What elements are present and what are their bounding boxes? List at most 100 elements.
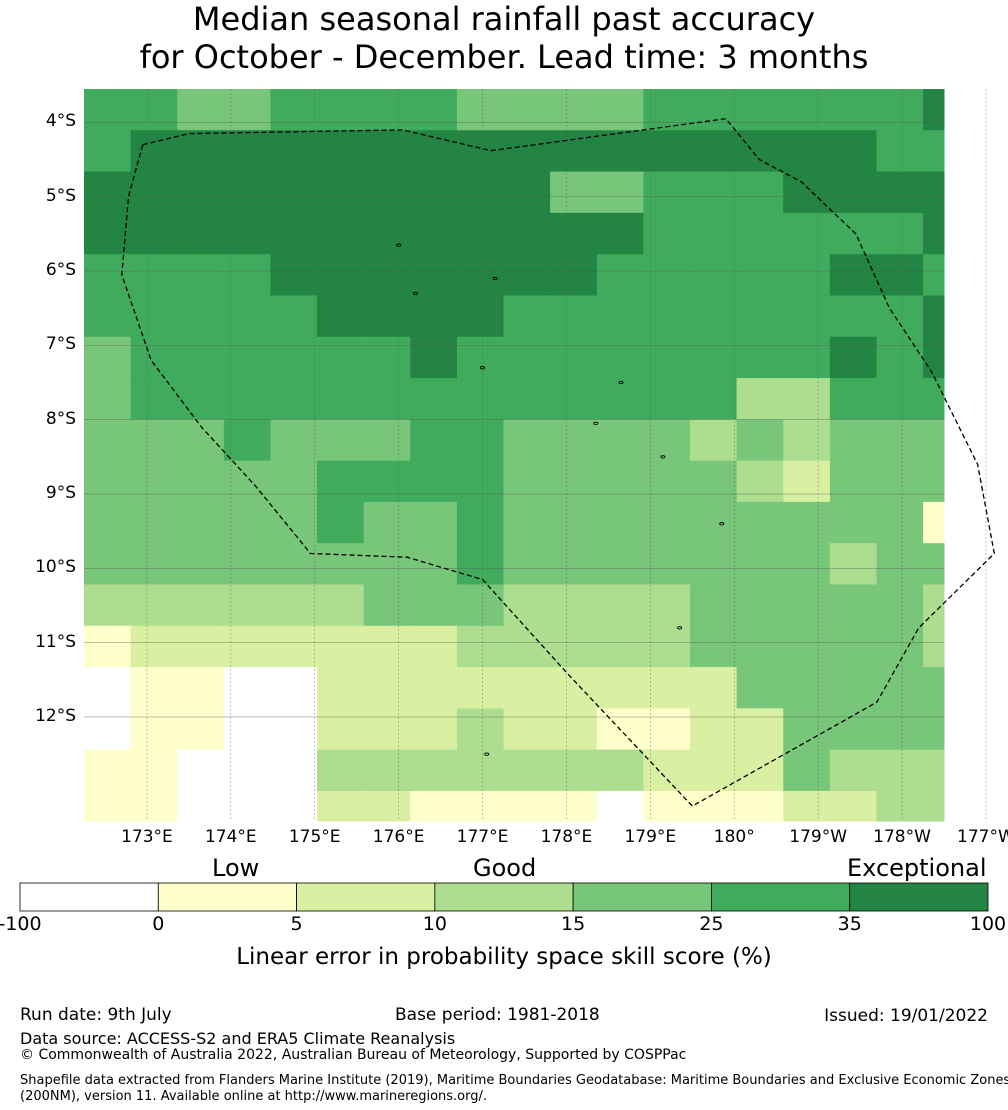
grid-cell: [736, 749, 784, 792]
grid-cell: [456, 584, 505, 627]
grid-cell: [223, 667, 271, 709]
island-outline: [412, 291, 418, 296]
longitude-label: 178°E: [540, 827, 593, 847]
colorbar-segment: [711, 882, 851, 912]
grid-cell: [270, 749, 318, 792]
grid-cell: [923, 171, 945, 214]
grid-cell: [596, 625, 644, 668]
grid-cell: [130, 89, 178, 131]
grid-cell: [177, 89, 225, 131]
skill-grid: [84, 89, 945, 822]
grid-cell: [643, 336, 691, 379]
grid-cell: [177, 790, 225, 822]
grid-cell: [736, 130, 784, 173]
longitude-label: 175°E: [288, 827, 341, 847]
grid-cell: [503, 749, 551, 792]
grid-cell: [270, 295, 318, 338]
grid-cell: [410, 708, 458, 751]
grid-cell: [317, 708, 365, 751]
grid-cell: [690, 584, 738, 627]
grid-cell: [736, 254, 784, 296]
island-outline: [492, 276, 498, 281]
grid-cell: [363, 254, 411, 296]
grid-cell: [177, 584, 225, 627]
grid-cell: [410, 89, 458, 131]
grid-cell: [736, 460, 784, 503]
grid-cell: [503, 708, 551, 751]
grid-cell: [690, 295, 738, 338]
latitude-label: 8°S: [45, 408, 76, 429]
grid-cell: [829, 295, 877, 338]
grid-cell: [456, 212, 505, 255]
grid-cell: [596, 790, 644, 822]
grid-cell: [596, 378, 644, 420]
grid-cell: [829, 501, 877, 544]
grid-cell: [690, 543, 738, 585]
grid-cell: [503, 584, 551, 627]
grid-cell: [596, 171, 644, 214]
grid-cell: [317, 543, 365, 585]
grid-cell: [130, 584, 178, 627]
grid-cell: [130, 171, 178, 214]
grid-cell: [270, 89, 318, 131]
grid-cell: [643, 89, 691, 131]
grid-cell: [503, 419, 551, 462]
grid-cell: [177, 336, 225, 379]
grid-cell: [783, 295, 831, 338]
colorbar-tick-label: -100: [0, 913, 42, 935]
grid-cell: [410, 212, 458, 255]
grid-cell: [783, 378, 831, 420]
grid-cell: [876, 89, 924, 131]
grid-cell: [783, 130, 831, 173]
islands: [396, 243, 725, 756]
grid-cell: [84, 336, 132, 379]
grid-cell: [736, 667, 784, 709]
grid-cell: [456, 625, 505, 668]
grid-cell: [923, 584, 945, 627]
grid-cell: [317, 749, 365, 792]
base-period: Base period: 1981-2018: [395, 1005, 600, 1025]
grid-cell: [783, 212, 831, 255]
grid-cell: [736, 171, 784, 214]
grid-cell: [550, 667, 598, 709]
grid-cell: [876, 790, 924, 822]
grid-cell: [456, 378, 505, 420]
colorbar-segment: [572, 882, 712, 912]
grid-cell: [363, 584, 411, 627]
grid-cell: [130, 708, 178, 751]
grid-cell: [923, 708, 945, 751]
grid-cell: [270, 460, 318, 503]
grid-cell: [317, 378, 365, 420]
map-title-line-1: Median seasonal rainfall past accuracy: [192, 0, 816, 38]
grid-cell: [550, 89, 598, 131]
longitude-label: 174°E: [204, 827, 257, 847]
grid-cell: [363, 543, 411, 585]
grid-cell: [223, 378, 271, 420]
grid-cell: [456, 130, 505, 173]
grid-cell: [177, 254, 225, 296]
grid-cell: [596, 543, 644, 585]
grid-cell: [690, 378, 738, 420]
grid-cell: [876, 212, 924, 255]
grid-cell: [410, 130, 458, 173]
grid-cell: [223, 790, 271, 822]
grid-cell: [643, 625, 691, 668]
grid-cell: [456, 667, 505, 709]
grid-cell: [736, 543, 784, 585]
grid-cell: [783, 89, 831, 131]
grid-cell: [736, 212, 784, 255]
grid-cell: [550, 543, 598, 585]
grid-cell: [736, 790, 784, 822]
grid-cell: [270, 543, 318, 585]
grid-cell: [270, 501, 318, 544]
grid-cell: [84, 460, 132, 503]
grid-cell: [876, 254, 924, 296]
latitude-label: 10°S: [35, 557, 76, 578]
grid-cell: [923, 295, 945, 338]
island-outline: [396, 243, 402, 247]
grid-cell: [550, 254, 598, 296]
grid-cell: [690, 171, 738, 214]
island-outline: [480, 366, 485, 370]
grid-cell: [223, 171, 271, 214]
grid-cell: [456, 501, 505, 544]
